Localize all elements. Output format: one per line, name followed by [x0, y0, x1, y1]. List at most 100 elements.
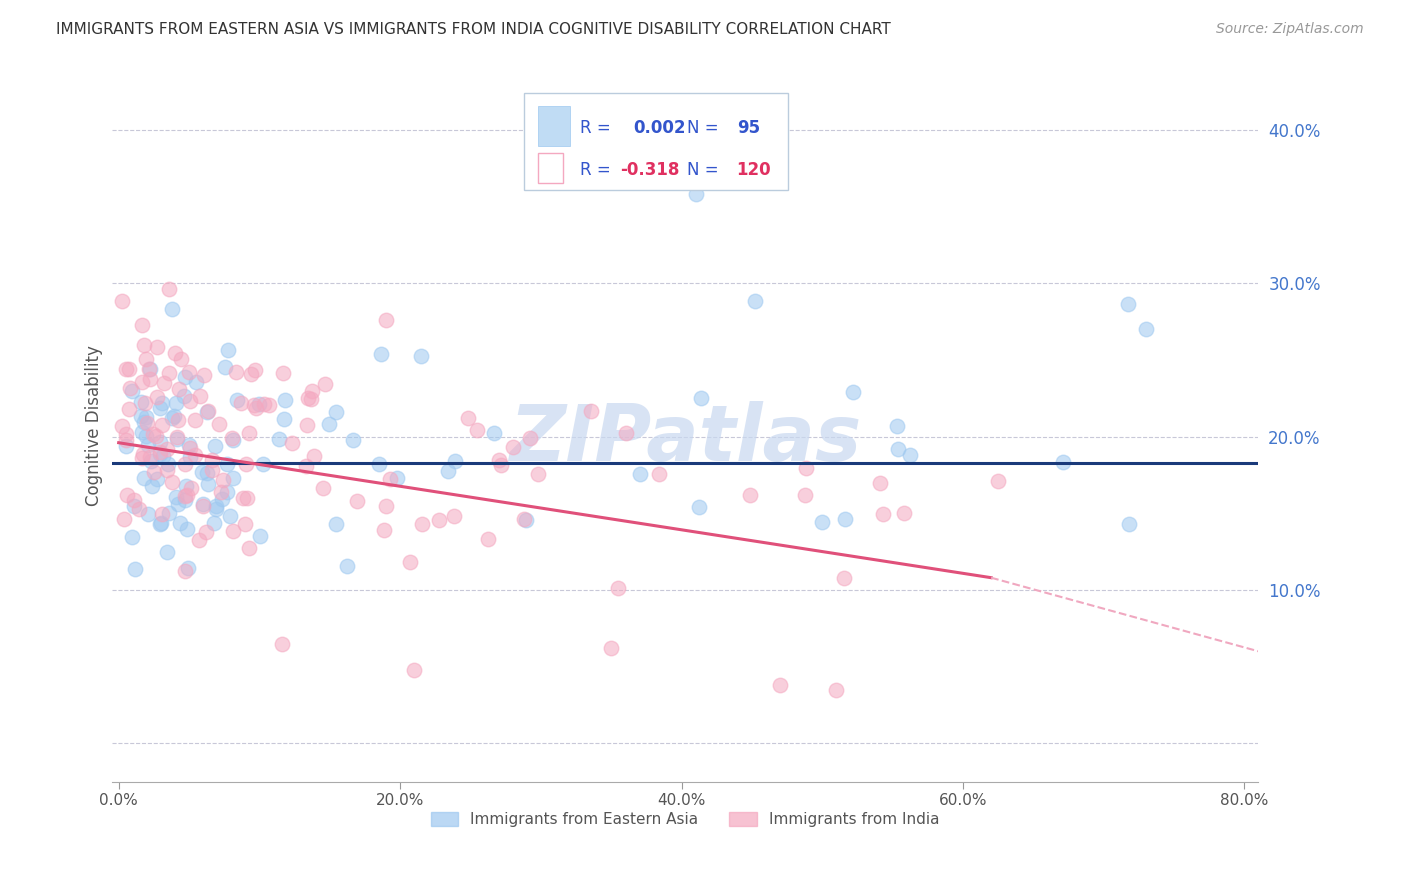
- Point: [214, 359, 236, 374]
- Point: [179, 393, 201, 408]
- Point: [252, 457, 274, 471]
- Point: [193, 497, 215, 511]
- Point: [167, 382, 190, 396]
- Point: [135, 351, 157, 366]
- Point: [253, 397, 276, 411]
- Point: [872, 507, 894, 521]
- Point: [267, 432, 290, 446]
- Point: [162, 410, 184, 425]
- Point: [834, 512, 856, 526]
- Point: [163, 346, 186, 360]
- Point: [1135, 322, 1157, 336]
- Point: [987, 475, 1010, 489]
- Point: [176, 479, 198, 493]
- Point: [132, 447, 155, 461]
- Point: [238, 541, 260, 556]
- Point: [124, 562, 146, 576]
- Text: 120: 120: [737, 161, 772, 179]
- Point: [297, 392, 319, 406]
- Point: [249, 529, 271, 543]
- Point: [271, 637, 294, 651]
- Point: [193, 499, 215, 513]
- Point: [184, 412, 207, 426]
- Point: [153, 376, 176, 390]
- Point: [482, 426, 505, 441]
- Point: [115, 362, 138, 376]
- Point: [427, 513, 450, 527]
- Point: [231, 396, 253, 410]
- Point: [887, 442, 910, 457]
- Point: [811, 515, 834, 529]
- Text: ZIPatlas: ZIPatlas: [509, 401, 862, 477]
- Point: [211, 491, 233, 506]
- Point: [138, 361, 160, 376]
- Point: [457, 411, 479, 425]
- Point: [647, 467, 669, 482]
- Point: [146, 472, 169, 486]
- Point: [122, 492, 145, 507]
- Point: [134, 471, 156, 485]
- Point: [204, 439, 226, 453]
- Point: [488, 453, 510, 467]
- Point: [167, 413, 190, 427]
- Point: [273, 392, 295, 407]
- Point: [115, 439, 138, 453]
- Point: [744, 294, 766, 309]
- Point: [239, 367, 262, 381]
- Point: [842, 385, 865, 400]
- Point: [614, 425, 637, 440]
- Point: [304, 449, 326, 463]
- Point: [325, 405, 347, 419]
- Point: [150, 417, 173, 432]
- Point: [142, 427, 165, 442]
- Point: [217, 457, 239, 471]
- Point: [233, 516, 256, 531]
- Point: [139, 372, 162, 386]
- Point: [160, 475, 183, 490]
- Point: [157, 282, 180, 296]
- Point: [134, 396, 156, 410]
- Point: [128, 502, 150, 516]
- Point: [149, 516, 172, 531]
- Point: [886, 419, 908, 434]
- Text: N =: N =: [688, 119, 724, 136]
- Point: [188, 389, 211, 403]
- Point: [205, 501, 228, 516]
- Point: [243, 363, 266, 377]
- Point: [380, 473, 402, 487]
- Point: [197, 477, 219, 491]
- Point: [166, 430, 188, 444]
- Point: [600, 641, 623, 656]
- FancyBboxPatch shape: [538, 153, 564, 183]
- Point: [215, 485, 238, 500]
- Point: [188, 533, 211, 548]
- Point: [325, 516, 347, 531]
- Point: [436, 464, 458, 478]
- Point: [238, 425, 260, 440]
- Point: [131, 376, 153, 390]
- Point: [628, 467, 651, 482]
- Point: [131, 425, 153, 440]
- Point: [167, 497, 190, 511]
- Point: [149, 445, 172, 459]
- Point: [179, 365, 201, 379]
- Point: [375, 500, 398, 514]
- Point: [145, 340, 167, 354]
- Text: IMMIGRANTS FROM EASTERN ASIA VS IMMIGRANTS FROM INDIA COGNITIVE DISABILITY CORRE: IMMIGRANTS FROM EASTERN ASIA VS IMMIGRAN…: [56, 22, 891, 37]
- Point: [118, 381, 141, 395]
- Point: [222, 470, 245, 484]
- Point: [769, 678, 792, 692]
- Point: [515, 512, 537, 526]
- Point: [115, 488, 138, 502]
- Point: [226, 393, 249, 408]
- Point: [174, 489, 197, 503]
- Point: [399, 556, 422, 570]
- Point: [796, 460, 818, 475]
- Point: [145, 429, 167, 443]
- Point: [1118, 517, 1140, 532]
- Y-axis label: Cognitive Disability: Cognitive Disability: [86, 344, 103, 506]
- Point: [176, 487, 198, 501]
- Point: [129, 395, 152, 409]
- Point: [157, 457, 180, 471]
- Point: [139, 454, 162, 468]
